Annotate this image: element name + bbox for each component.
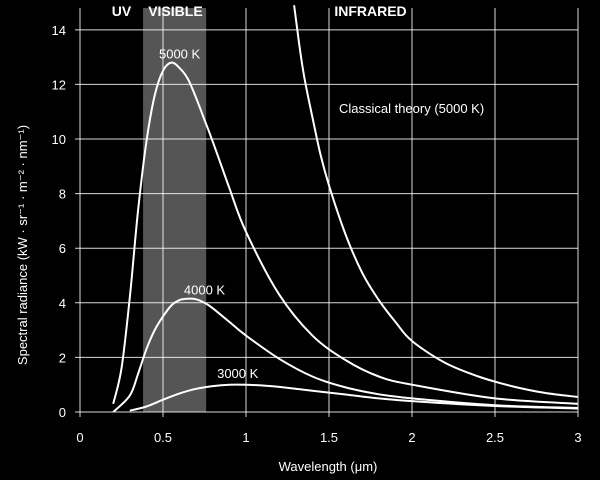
curve-5000-k bbox=[112, 61, 579, 405]
curve-label-5000-k: 5000 K bbox=[159, 47, 201, 62]
x-axis-title: Wavelength (μm) bbox=[279, 459, 378, 474]
x-tick-label: 2 bbox=[408, 430, 415, 445]
x-tick-label: 1.5 bbox=[320, 430, 338, 445]
x-tick-label: 0.5 bbox=[154, 430, 172, 445]
region-label-uv: UV bbox=[112, 3, 132, 19]
curve-label-4000-k: 4000 K bbox=[184, 283, 226, 298]
y-tick-label: 0 bbox=[59, 405, 66, 420]
y-tick-label: 4 bbox=[59, 296, 66, 311]
x-tick-label: 3 bbox=[574, 430, 581, 445]
curve-label-3000-k: 3000 K bbox=[217, 366, 259, 381]
x-tick-label: 0 bbox=[76, 430, 83, 445]
y-tick-label: 14 bbox=[52, 23, 66, 38]
curve-label-classical-theory-5000-k: Classical theory (5000 K) bbox=[339, 101, 484, 116]
y-tick-label: 12 bbox=[52, 77, 66, 92]
x-tick-label: 1 bbox=[242, 430, 249, 445]
y-tick-label: 8 bbox=[59, 187, 66, 202]
curve-4000-k bbox=[112, 297, 579, 412]
curve-classical-theory-5000-k bbox=[293, 5, 579, 398]
y-tick-label: 10 bbox=[52, 132, 66, 147]
y-axis-title: Spectral radiance (kW · sr⁻¹ · m⁻² · nm⁻… bbox=[15, 125, 30, 365]
x-tick-label: 2.5 bbox=[486, 430, 504, 445]
visible-band bbox=[143, 8, 207, 412]
y-tick-label: 2 bbox=[59, 350, 66, 365]
curve-3000-k bbox=[129, 383, 579, 412]
y-tick-label: 6 bbox=[59, 241, 66, 256]
region-label-visible: VISIBLE bbox=[148, 3, 202, 19]
region-label-infrared: INFRARED bbox=[334, 3, 406, 19]
